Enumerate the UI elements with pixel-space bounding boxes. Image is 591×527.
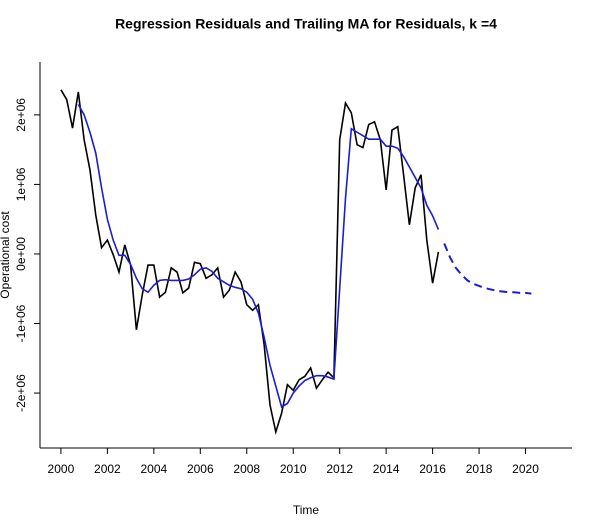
x-tick-label: 2010 xyxy=(280,462,307,476)
x-tick-label: 2014 xyxy=(373,462,400,476)
x-tick-label: 2016 xyxy=(419,462,446,476)
y-tick-label: 2e+06 xyxy=(14,98,28,132)
x-tick-label: 2020 xyxy=(512,462,539,476)
y-tick-label: 1e+06 xyxy=(14,167,28,201)
y-axis-label: Operational cost xyxy=(0,211,12,299)
y-tick-label: 0e+00 xyxy=(14,237,28,271)
chart-title: Regression Residuals and Trailing MA for… xyxy=(115,16,497,32)
x-tick-label: 2012 xyxy=(326,462,353,476)
y-tick-label: -1e+06 xyxy=(14,304,28,342)
x-tick-label: 2006 xyxy=(187,462,214,476)
x-tick-label: 2004 xyxy=(140,462,167,476)
series-line xyxy=(443,243,532,295)
x-axis-label: Time xyxy=(293,503,320,517)
series-line xyxy=(77,104,440,409)
x-tick-label: 2000 xyxy=(48,462,75,476)
y-tick-label: -2e+06 xyxy=(14,374,28,412)
series-line xyxy=(60,89,440,436)
x-tick-label: 2008 xyxy=(233,462,260,476)
x-tick-label: 2018 xyxy=(466,462,493,476)
x-tick-label: 2002 xyxy=(94,462,121,476)
